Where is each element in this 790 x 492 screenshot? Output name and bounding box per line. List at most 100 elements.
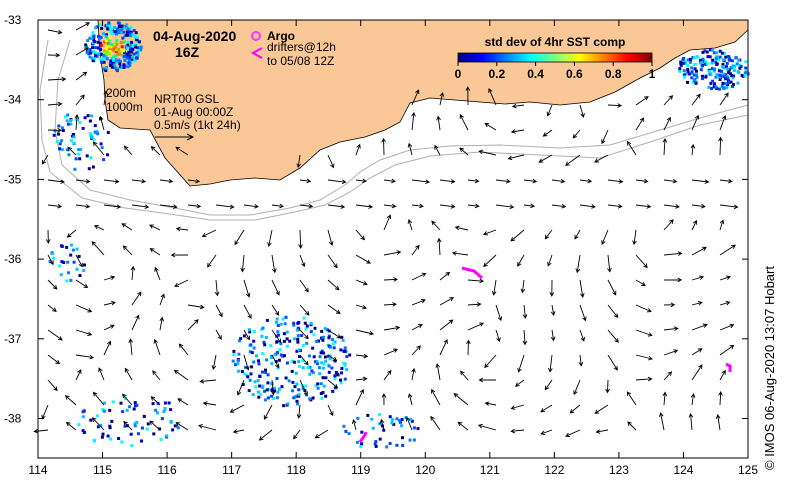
- sst-pixel: [108, 47, 112, 51]
- sst-pixel: [701, 57, 705, 61]
- current-arrow: [406, 416, 413, 431]
- current-arrow: [542, 129, 553, 137]
- sst-pixel: [71, 248, 75, 252]
- current-arrow: [159, 204, 178, 210]
- sst-pixel: [53, 129, 57, 133]
- sst-pixel: [140, 439, 143, 443]
- sst-pixel: [86, 48, 90, 52]
- current-arrow: [459, 147, 469, 156]
- sst-pixel: [327, 334, 331, 338]
- sst-pixel: [95, 55, 99, 59]
- current-arrow: [236, 379, 245, 396]
- sst-pixel: [130, 40, 134, 44]
- current-arrow: [551, 203, 567, 209]
- sst-pixel: [683, 59, 687, 62]
- current-arrow: [719, 369, 726, 381]
- sst-pixel: [95, 414, 99, 418]
- sst-pixel: [322, 362, 326, 366]
- current-arrow: [484, 123, 497, 131]
- sst-pixel: [311, 396, 315, 400]
- current-arrow: [544, 229, 553, 240]
- sst-pixel: [130, 57, 134, 61]
- sst-pixel: [296, 340, 300, 344]
- current-arrow: [510, 129, 525, 134]
- current-arrow: [607, 204, 623, 209]
- sst-pixel: [285, 330, 289, 334]
- sst-pixel: [323, 327, 327, 331]
- current-arrow: [635, 254, 648, 269]
- sst-pixel: [401, 436, 404, 440]
- sst-pixel: [678, 69, 682, 73]
- sst-pixel: [333, 374, 337, 378]
- sst-pixel: [106, 27, 110, 31]
- sst-pixel: [309, 321, 313, 325]
- current-arrow: [411, 324, 423, 331]
- sst-pixel: [713, 82, 717, 86]
- current-arrow: [663, 204, 680, 209]
- current-arrow: [483, 254, 497, 268]
- sst-pixel: [331, 338, 334, 342]
- current-arrow: [551, 178, 566, 184]
- sst-pixel: [710, 87, 713, 90]
- sst-pixel: [111, 48, 115, 52]
- current-arrow: [327, 204, 346, 209]
- sst-pixel: [285, 344, 289, 348]
- sst-pixel: [162, 410, 166, 414]
- sst-pixel: [118, 62, 122, 66]
- sst-pixel: [133, 422, 137, 426]
- sst-pixel: [298, 364, 301, 368]
- sst-pixel: [717, 58, 721, 61]
- sst-pixel: [257, 395, 261, 399]
- sst-pixel: [374, 440, 378, 444]
- sst-pixel: [98, 45, 102, 49]
- sst-pixel: [689, 60, 692, 64]
- sst-pixel: [114, 48, 118, 52]
- sst-pixel: [727, 55, 731, 58]
- sst-pixel: [57, 132, 60, 136]
- sst-pixel: [333, 340, 337, 344]
- sst-pixel: [370, 417, 374, 421]
- current-arrow: [514, 379, 525, 387]
- current-arrow: [431, 388, 441, 406]
- sst-pixel: [252, 346, 256, 350]
- current-arrow: [635, 117, 645, 131]
- sst-pixel: [686, 64, 690, 67]
- sst-pixel: [699, 68, 703, 72]
- current-arrow: [477, 423, 497, 431]
- sst-pixel: [265, 318, 269, 322]
- sst-pixel: [135, 403, 139, 407]
- colorbar-tick-label: 0.2: [488, 67, 505, 81]
- sst-pixel: [125, 33, 129, 37]
- sst-pixel: [703, 60, 707, 64]
- current-arrow: [271, 329, 282, 344]
- current-arrow: [718, 391, 723, 406]
- sst-pixel: [712, 85, 716, 89]
- current-arrow: [355, 254, 371, 264]
- sst-pixel: [690, 76, 694, 80]
- sst-pixel: [75, 247, 79, 251]
- sst-pixel: [118, 25, 122, 29]
- legend-argo-label: Argo: [267, 29, 295, 43]
- current-arrow: [411, 298, 426, 306]
- sst-pixel: [304, 327, 308, 331]
- sst-pixel: [709, 72, 713, 76]
- sst-pixel: [735, 62, 739, 66]
- current-arrow: [411, 244, 420, 256]
- current-arrow: [91, 417, 105, 431]
- sst-pixel: [722, 87, 726, 90]
- sst-pixel: [122, 49, 126, 53]
- sst-pixel: [86, 114, 90, 118]
- current-arrow: [691, 93, 701, 106]
- sst-pixel: [140, 426, 144, 430]
- current-arrow: [175, 422, 189, 431]
- current-arrow: [407, 219, 413, 231]
- sst-pixel: [317, 366, 321, 370]
- sst-pixel: [744, 60, 748, 64]
- current-arrow: [579, 329, 585, 342]
- sst-pixel: [279, 342, 283, 346]
- sst-pixel: [690, 70, 694, 74]
- current-arrow: [327, 154, 335, 169]
- current-arrow: [149, 420, 161, 431]
- sst-pixel: [275, 377, 279, 380]
- sst-pixel: [66, 122, 70, 126]
